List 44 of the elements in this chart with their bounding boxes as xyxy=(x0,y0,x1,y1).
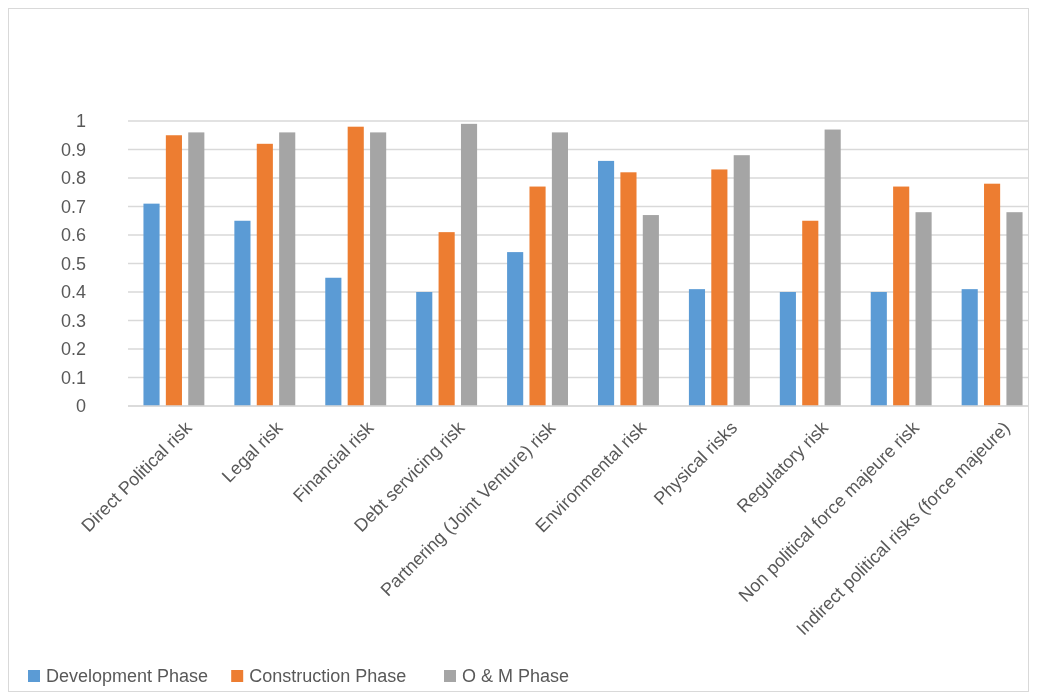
bar xyxy=(620,172,637,406)
bar xyxy=(438,232,455,406)
legend-label: Construction Phase xyxy=(249,666,407,686)
bar xyxy=(347,126,364,406)
y-tick-label: 1 xyxy=(75,111,86,132)
y-tick-label: 0 xyxy=(75,396,86,417)
y-tick-label: 0.4 xyxy=(60,282,86,303)
bar xyxy=(188,132,205,406)
y-tick-label: 0.7 xyxy=(60,196,86,217)
y-tick-label: 0.8 xyxy=(60,168,86,189)
bar xyxy=(256,143,273,406)
y-tick-label: 0.5 xyxy=(60,253,86,274)
y-tick-label: 0.3 xyxy=(60,310,86,331)
bar xyxy=(529,186,546,406)
bar xyxy=(370,132,387,406)
legend-label: Development Phase xyxy=(46,666,209,686)
bar xyxy=(688,289,706,406)
bar xyxy=(642,215,659,406)
bar xyxy=(824,129,841,406)
bar xyxy=(598,160,615,406)
bar xyxy=(779,292,796,406)
y-tick-label: 0.2 xyxy=(60,339,86,360)
bar xyxy=(416,292,433,406)
bar xyxy=(460,123,478,406)
bar xyxy=(915,212,932,406)
bar xyxy=(893,186,910,406)
bar xyxy=(325,277,342,406)
bar xyxy=(961,289,978,406)
legend-label: O & M Phase xyxy=(462,666,570,686)
bar xyxy=(802,220,819,406)
y-tick-label: 0.6 xyxy=(60,225,86,246)
bar xyxy=(507,252,524,406)
bar xyxy=(870,292,887,406)
bar xyxy=(551,132,568,406)
y-tick-label: 0.1 xyxy=(60,367,86,388)
bar xyxy=(711,169,728,406)
bar xyxy=(733,155,750,406)
bar xyxy=(165,135,182,406)
bar xyxy=(984,183,1001,406)
bar xyxy=(143,203,160,406)
bar xyxy=(1006,212,1023,406)
y-tick-label: 0.9 xyxy=(60,139,86,160)
bar xyxy=(279,132,296,406)
bar xyxy=(234,220,251,406)
